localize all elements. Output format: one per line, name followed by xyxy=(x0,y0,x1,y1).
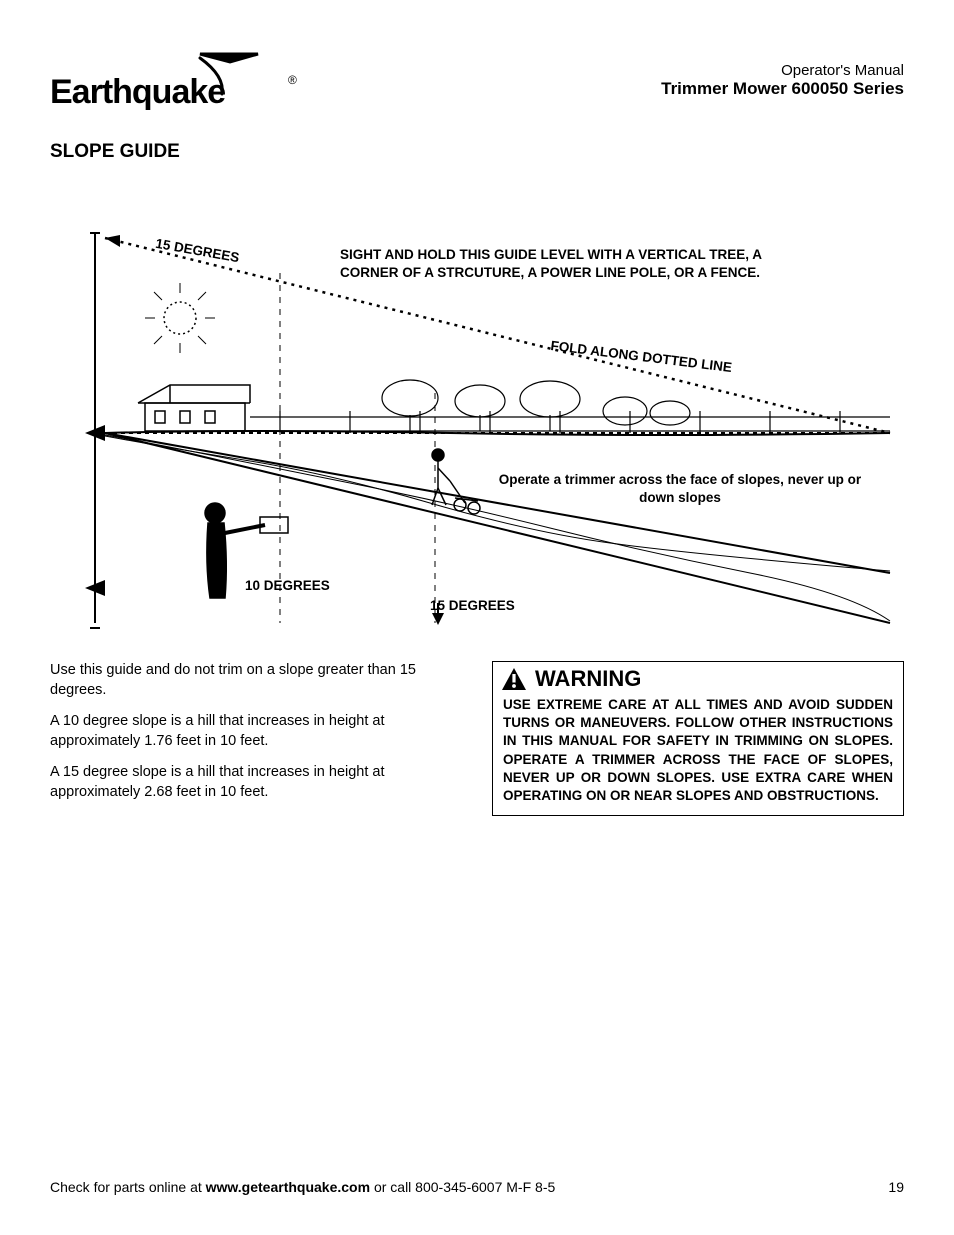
footer-left: Check for parts online at www.getearthqu… xyxy=(50,1179,555,1195)
page-footer: Check for parts online at www.getearthqu… xyxy=(50,1179,904,1195)
footer-prefix: Check for parts online at xyxy=(50,1179,206,1195)
svg-text:Earthquake: Earthquake xyxy=(50,73,225,111)
svg-text:®: ® xyxy=(288,73,297,87)
page-number: 19 xyxy=(888,1179,904,1195)
body-paragraph-2: A 10 degree slope is a hill that increas… xyxy=(50,712,462,751)
section-title: SLOPE GUIDE xyxy=(50,141,904,163)
brand-logo: Earthquake ® xyxy=(50,48,300,123)
warning-heading: WARNING xyxy=(493,662,903,692)
body-columns: Use this guide and do not trim on a slop… xyxy=(50,661,904,816)
slope-diagram: 15 DEGREES SIGHT AND HOLD THIS GUIDE LEV… xyxy=(50,203,900,633)
footer-url: www.getearthquake.com xyxy=(206,1179,370,1195)
footer-suffix: or call 800-345-6007 M-F 8-5 xyxy=(370,1179,555,1195)
body-right-column: WARNING USE EXTREME CARE AT ALL TIMES AN… xyxy=(492,661,904,816)
diagram-operate-note: Operate a trimmer across the face of slo… xyxy=(480,471,880,506)
diagram-sight-instruction: SIGHT AND HOLD THIS GUIDE LEVEL WITH A V… xyxy=(340,246,820,281)
body-paragraph-1: Use this guide and do not trim on a slop… xyxy=(50,661,462,700)
header-right: Operator's Manual Trimmer Mower 600050 S… xyxy=(661,48,904,99)
warning-body-text: USE EXTREME CARE AT ALL TIMES AND AVOID … xyxy=(493,692,903,815)
manual-label: Operator's Manual xyxy=(661,62,904,79)
body-left-column: Use this guide and do not trim on a slop… xyxy=(50,661,462,814)
warning-icon xyxy=(501,667,527,691)
warning-box: WARNING USE EXTREME CARE AT ALL TIMES AN… xyxy=(492,661,904,816)
page-header: Earthquake ® Operator's Manual Trimmer M… xyxy=(50,48,904,123)
body-paragraph-3: A 15 degree slope is a hill that increas… xyxy=(50,763,462,802)
warning-title: WARNING xyxy=(535,666,641,692)
diagram-label-10: 10 DEGREES xyxy=(245,578,330,593)
diagram-label-15-bottom: 15 DEGREES xyxy=(430,598,515,613)
product-line: Trimmer Mower 600050 Series xyxy=(661,79,904,99)
